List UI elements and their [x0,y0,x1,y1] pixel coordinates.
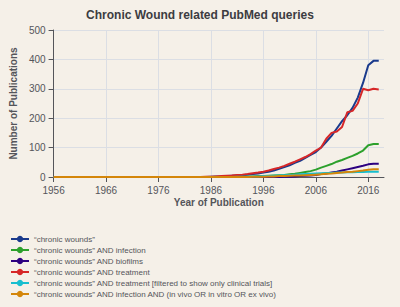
svg-text:1956: 1956 [42,185,65,196]
svg-text:200: 200 [29,113,46,124]
svg-text:“chronic wounds” AND biofilms: “chronic wounds” AND biofilms [34,257,143,266]
svg-text:1986: 1986 [200,185,223,196]
svg-text:“chronic wounds” AND infection: “chronic wounds” AND infection AND (in v… [34,290,276,299]
svg-text:Number of Publications: Number of Publications [8,47,19,160]
svg-text:2006: 2006 [305,185,328,196]
svg-text:1996: 1996 [252,185,275,196]
svg-text:“chronic wounds” AND treatment: “chronic wounds” AND treatment [34,268,150,277]
svg-text:1976: 1976 [147,185,170,196]
svg-text:Chronic Wound related PubMed q: Chronic Wound related PubMed queries [86,8,314,22]
svg-text:500: 500 [29,25,46,36]
svg-text:400: 400 [29,54,46,65]
svg-text:“chronic wounds”: “chronic wounds” [34,235,95,244]
svg-text:300: 300 [29,83,46,94]
svg-text:0: 0 [40,172,46,183]
svg-text:2016: 2016 [357,185,380,196]
svg-text:“chronic wounds” AND treatment: “chronic wounds” AND treatment [filtered… [34,279,272,288]
svg-text:Year of Publication: Year of Publication [174,197,264,208]
svg-text:100: 100 [29,142,46,153]
svg-text:1966: 1966 [95,185,118,196]
svg-text:“chronic wounds” AND infection: “chronic wounds” AND infection [34,246,146,255]
